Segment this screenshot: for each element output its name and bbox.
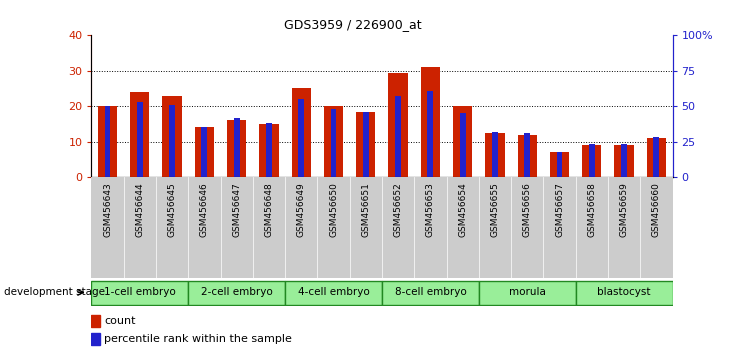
Bar — [589, 144, 595, 177]
Bar — [492, 132, 498, 177]
Text: percentile rank within the sample: percentile rank within the sample — [104, 334, 292, 344]
Bar — [298, 99, 304, 177]
Text: development stage: development stage — [4, 287, 105, 297]
Text: GSM456660: GSM456660 — [652, 182, 661, 237]
Bar — [202, 127, 208, 177]
Text: GSM456648: GSM456648 — [265, 182, 273, 237]
Bar — [156, 177, 189, 278]
Bar — [91, 315, 100, 327]
Text: blastocyst: blastocyst — [597, 287, 651, 297]
Bar — [285, 177, 317, 278]
Bar — [162, 96, 182, 177]
Bar — [479, 177, 511, 278]
Text: GSM456653: GSM456653 — [426, 182, 435, 237]
Bar — [349, 177, 382, 278]
Text: GSM456645: GSM456645 — [167, 182, 177, 237]
Bar — [189, 281, 285, 305]
Bar — [266, 123, 272, 177]
Bar — [575, 281, 673, 305]
Bar — [614, 145, 634, 177]
Bar — [330, 109, 336, 177]
Bar — [253, 177, 285, 278]
Text: GDS3959 / 226900_at: GDS3959 / 226900_at — [284, 18, 422, 31]
Bar — [420, 67, 440, 177]
Bar — [356, 112, 376, 177]
Text: 2-cell embryo: 2-cell embryo — [201, 287, 273, 297]
Bar — [556, 152, 562, 177]
Text: 8-cell embryo: 8-cell embryo — [395, 287, 466, 297]
Text: GSM456657: GSM456657 — [555, 182, 564, 237]
Text: 1-cell embryo: 1-cell embryo — [104, 287, 175, 297]
Bar — [363, 112, 368, 177]
Bar — [447, 177, 479, 278]
Bar — [382, 281, 479, 305]
Bar — [518, 135, 537, 177]
Text: GSM456652: GSM456652 — [393, 182, 403, 237]
Text: GSM456647: GSM456647 — [232, 182, 241, 237]
Text: GSM456655: GSM456655 — [491, 182, 499, 237]
Text: GSM456651: GSM456651 — [361, 182, 371, 237]
Bar — [608, 177, 640, 278]
Bar — [511, 177, 543, 278]
Bar — [189, 177, 221, 278]
Text: GSM456650: GSM456650 — [329, 182, 338, 237]
Bar — [485, 133, 504, 177]
Bar — [640, 177, 673, 278]
Bar — [221, 177, 253, 278]
Text: 4-cell embryo: 4-cell embryo — [298, 287, 369, 297]
Bar — [98, 106, 117, 177]
Bar — [324, 106, 343, 177]
Bar — [395, 96, 401, 177]
Bar — [292, 88, 311, 177]
Bar — [285, 281, 382, 305]
Bar — [550, 152, 569, 177]
Bar — [194, 127, 214, 177]
Bar — [575, 177, 608, 278]
Text: morula: morula — [509, 287, 545, 297]
Bar — [317, 177, 349, 278]
Bar — [647, 138, 666, 177]
Text: GSM456646: GSM456646 — [200, 182, 209, 237]
Bar — [137, 102, 143, 177]
Bar — [105, 106, 110, 177]
Bar — [460, 113, 466, 177]
Bar — [453, 106, 472, 177]
Text: count: count — [104, 316, 136, 326]
Text: GSM456644: GSM456644 — [135, 182, 144, 237]
Bar — [91, 177, 124, 278]
Bar — [91, 333, 100, 345]
Text: GSM456654: GSM456654 — [458, 182, 467, 237]
Bar — [428, 91, 433, 177]
Text: GSM456649: GSM456649 — [297, 182, 306, 237]
Bar — [227, 120, 246, 177]
Bar — [234, 118, 240, 177]
Bar — [654, 137, 659, 177]
Bar — [414, 177, 447, 278]
Bar — [543, 177, 575, 278]
Bar — [260, 124, 279, 177]
Text: GSM456656: GSM456656 — [523, 182, 531, 237]
Bar — [169, 105, 175, 177]
Bar — [479, 281, 575, 305]
Bar — [582, 145, 602, 177]
Text: GSM456659: GSM456659 — [620, 182, 629, 237]
Bar — [91, 281, 189, 305]
Bar — [130, 92, 149, 177]
Bar — [388, 73, 408, 177]
Bar — [382, 177, 414, 278]
Bar — [524, 133, 530, 177]
Bar — [621, 144, 627, 177]
Text: GSM456643: GSM456643 — [103, 182, 112, 237]
Text: GSM456658: GSM456658 — [587, 182, 596, 237]
Bar — [124, 177, 156, 278]
